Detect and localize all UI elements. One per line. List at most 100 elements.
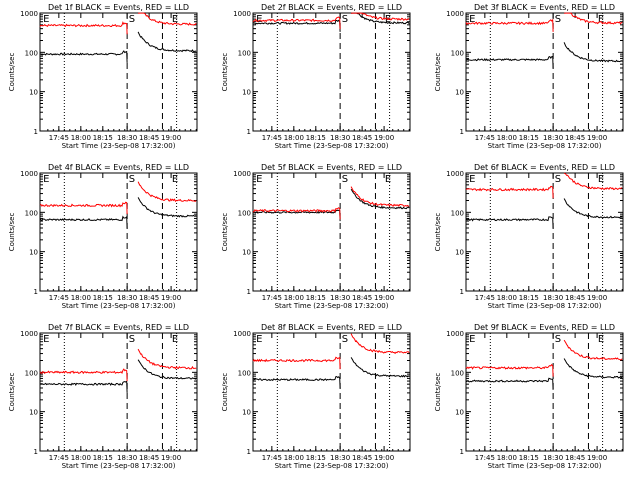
marker-label: E	[43, 174, 49, 185]
marker-label: S	[555, 334, 561, 345]
y-tick-label: 1	[247, 288, 251, 296]
x-tick-label: 17:45	[49, 134, 69, 142]
chart-panel-8: Det 8f BLACK = Events, RED = LLD 1 10 100 10…	[221, 323, 411, 470]
plot-frame	[39, 332, 198, 452]
series-events-post	[350, 357, 410, 378]
series-lld-pre	[465, 185, 554, 199]
marker-label: E	[598, 174, 604, 185]
plot-frame	[465, 172, 624, 292]
x-axis-label: Start Time (23-Sep-08 17:32:00)	[275, 142, 389, 150]
series-events-post	[350, 188, 410, 210]
x-tick-label: 19:00	[374, 454, 394, 462]
x-axis-label: Start Time (23-Sep-08 17:32:00)	[488, 462, 602, 470]
y-tick-label: 1	[34, 128, 38, 136]
x-tick-label: 17:45	[475, 294, 495, 302]
y-tick-label: 10	[455, 89, 464, 97]
y-tick-label: 1	[460, 448, 464, 456]
x-tick-label: 17:45	[49, 454, 69, 462]
series-lld-pre	[252, 207, 341, 220]
x-tick-label: 18:15	[519, 454, 539, 462]
plot-frame	[39, 172, 198, 292]
marker-label: E	[172, 14, 178, 25]
marker-label: E	[256, 14, 262, 25]
series-lld-post	[350, 333, 410, 355]
x-axis-label: Start Time (23-Sep-08 17:32:00)	[488, 142, 602, 150]
series-lld-pre	[39, 21, 128, 35]
y-tick-label: 1000	[233, 10, 251, 18]
chart-title: Det 8f BLACK = Events, RED = LLD	[261, 323, 402, 332]
plot-frame	[252, 172, 411, 292]
x-tick-label: 17:45	[262, 134, 282, 142]
y-tick-label: 1000	[446, 170, 464, 178]
marker-label: E	[469, 334, 475, 345]
marker-label: E	[43, 14, 49, 25]
marker-label: E	[469, 14, 475, 25]
x-tick-label: 19:00	[587, 134, 607, 142]
series-lld-post	[138, 12, 197, 26]
x-tick-label: 18:30	[117, 134, 137, 142]
plot-frame	[465, 332, 624, 452]
x-tick-label: 18:00	[71, 454, 91, 462]
x-tick-label: 18:00	[284, 294, 304, 302]
series-lld-pre	[252, 356, 341, 370]
chart-title: Det 7f BLACK = Events, RED = LLD	[48, 323, 189, 332]
series-lld-pre	[39, 201, 128, 215]
y-tick-label: 10	[455, 409, 464, 417]
chart-title: Det 2f BLACK = Events, RED = LLD	[261, 3, 402, 12]
y-axis-label: Counts/sec	[8, 53, 16, 92]
x-tick-label: 17:45	[262, 294, 282, 302]
x-tick-label: 18:15	[306, 454, 326, 462]
y-tick-label: 1000	[446, 10, 464, 18]
chart-panel-4: Det 4f BLACK = Events, RED = LLD 1 10 100 10…	[8, 163, 198, 310]
x-tick-label: 18:30	[543, 454, 563, 462]
x-tick-label: 18:45	[139, 294, 159, 302]
x-tick-label: 18:45	[565, 454, 585, 462]
plot-frame	[39, 12, 198, 132]
marker-label: S	[555, 174, 561, 185]
x-tick-label: 18:15	[306, 294, 326, 302]
series-lld-pre	[252, 16, 341, 30]
plot-frame	[252, 12, 411, 132]
x-tick-label: 18:30	[330, 294, 350, 302]
x-tick-label: 18:30	[117, 454, 137, 462]
x-tick-label: 19:00	[374, 294, 394, 302]
marker-label: S	[555, 14, 561, 25]
marker-label: S	[342, 334, 348, 345]
x-tick-label: 18:00	[497, 134, 517, 142]
series-events-pre	[465, 55, 554, 69]
x-tick-label: 18:15	[306, 134, 326, 142]
x-tick-label: 18:15	[519, 134, 539, 142]
y-tick-label: 10	[29, 89, 38, 97]
y-tick-label: 10	[242, 89, 251, 97]
marker-label: E	[598, 14, 604, 25]
series-lld-post	[563, 172, 623, 191]
series-events-post	[137, 359, 197, 380]
x-tick-label: 18:00	[284, 134, 304, 142]
series-lld-pre	[465, 18, 554, 32]
series-events-pre	[39, 380, 128, 393]
x-tick-label: 18:45	[352, 294, 372, 302]
x-tick-label: 18:15	[93, 134, 113, 142]
x-tick-label: 18:45	[139, 454, 159, 462]
y-tick-label: 100	[451, 369, 464, 377]
chart-panel-3: Det 3f BLACK = Events, RED = LLD 1 10 100 10…	[434, 3, 624, 150]
y-tick-label: 1	[247, 448, 251, 456]
x-tick-label: 18:30	[543, 294, 563, 302]
y-tick-label: 1000	[20, 170, 38, 178]
chart-panel-5: Det 5f BLACK = Events, RED = LLD 1 10 100 10…	[221, 163, 411, 310]
x-tick-label: 17:45	[475, 134, 495, 142]
series-lld-post	[563, 339, 623, 361]
series-events-pre	[39, 215, 128, 229]
y-axis-label: Counts/sec	[434, 373, 442, 412]
y-tick-label: 10	[455, 249, 464, 257]
y-axis-label: Counts/sec	[8, 213, 16, 252]
x-tick-label: 18:45	[565, 134, 585, 142]
x-axis-label: Start Time (23-Sep-08 17:32:00)	[62, 142, 176, 150]
y-tick-label: 10	[242, 409, 251, 417]
y-tick-label: 100	[238, 209, 251, 217]
y-axis-label: Counts/sec	[434, 53, 442, 92]
marker-label: S	[129, 14, 135, 25]
x-tick-label: 18:15	[93, 454, 113, 462]
chart-title: Det 1f BLACK = Events, RED = LLD	[48, 3, 189, 12]
y-tick-label: 1000	[446, 330, 464, 338]
